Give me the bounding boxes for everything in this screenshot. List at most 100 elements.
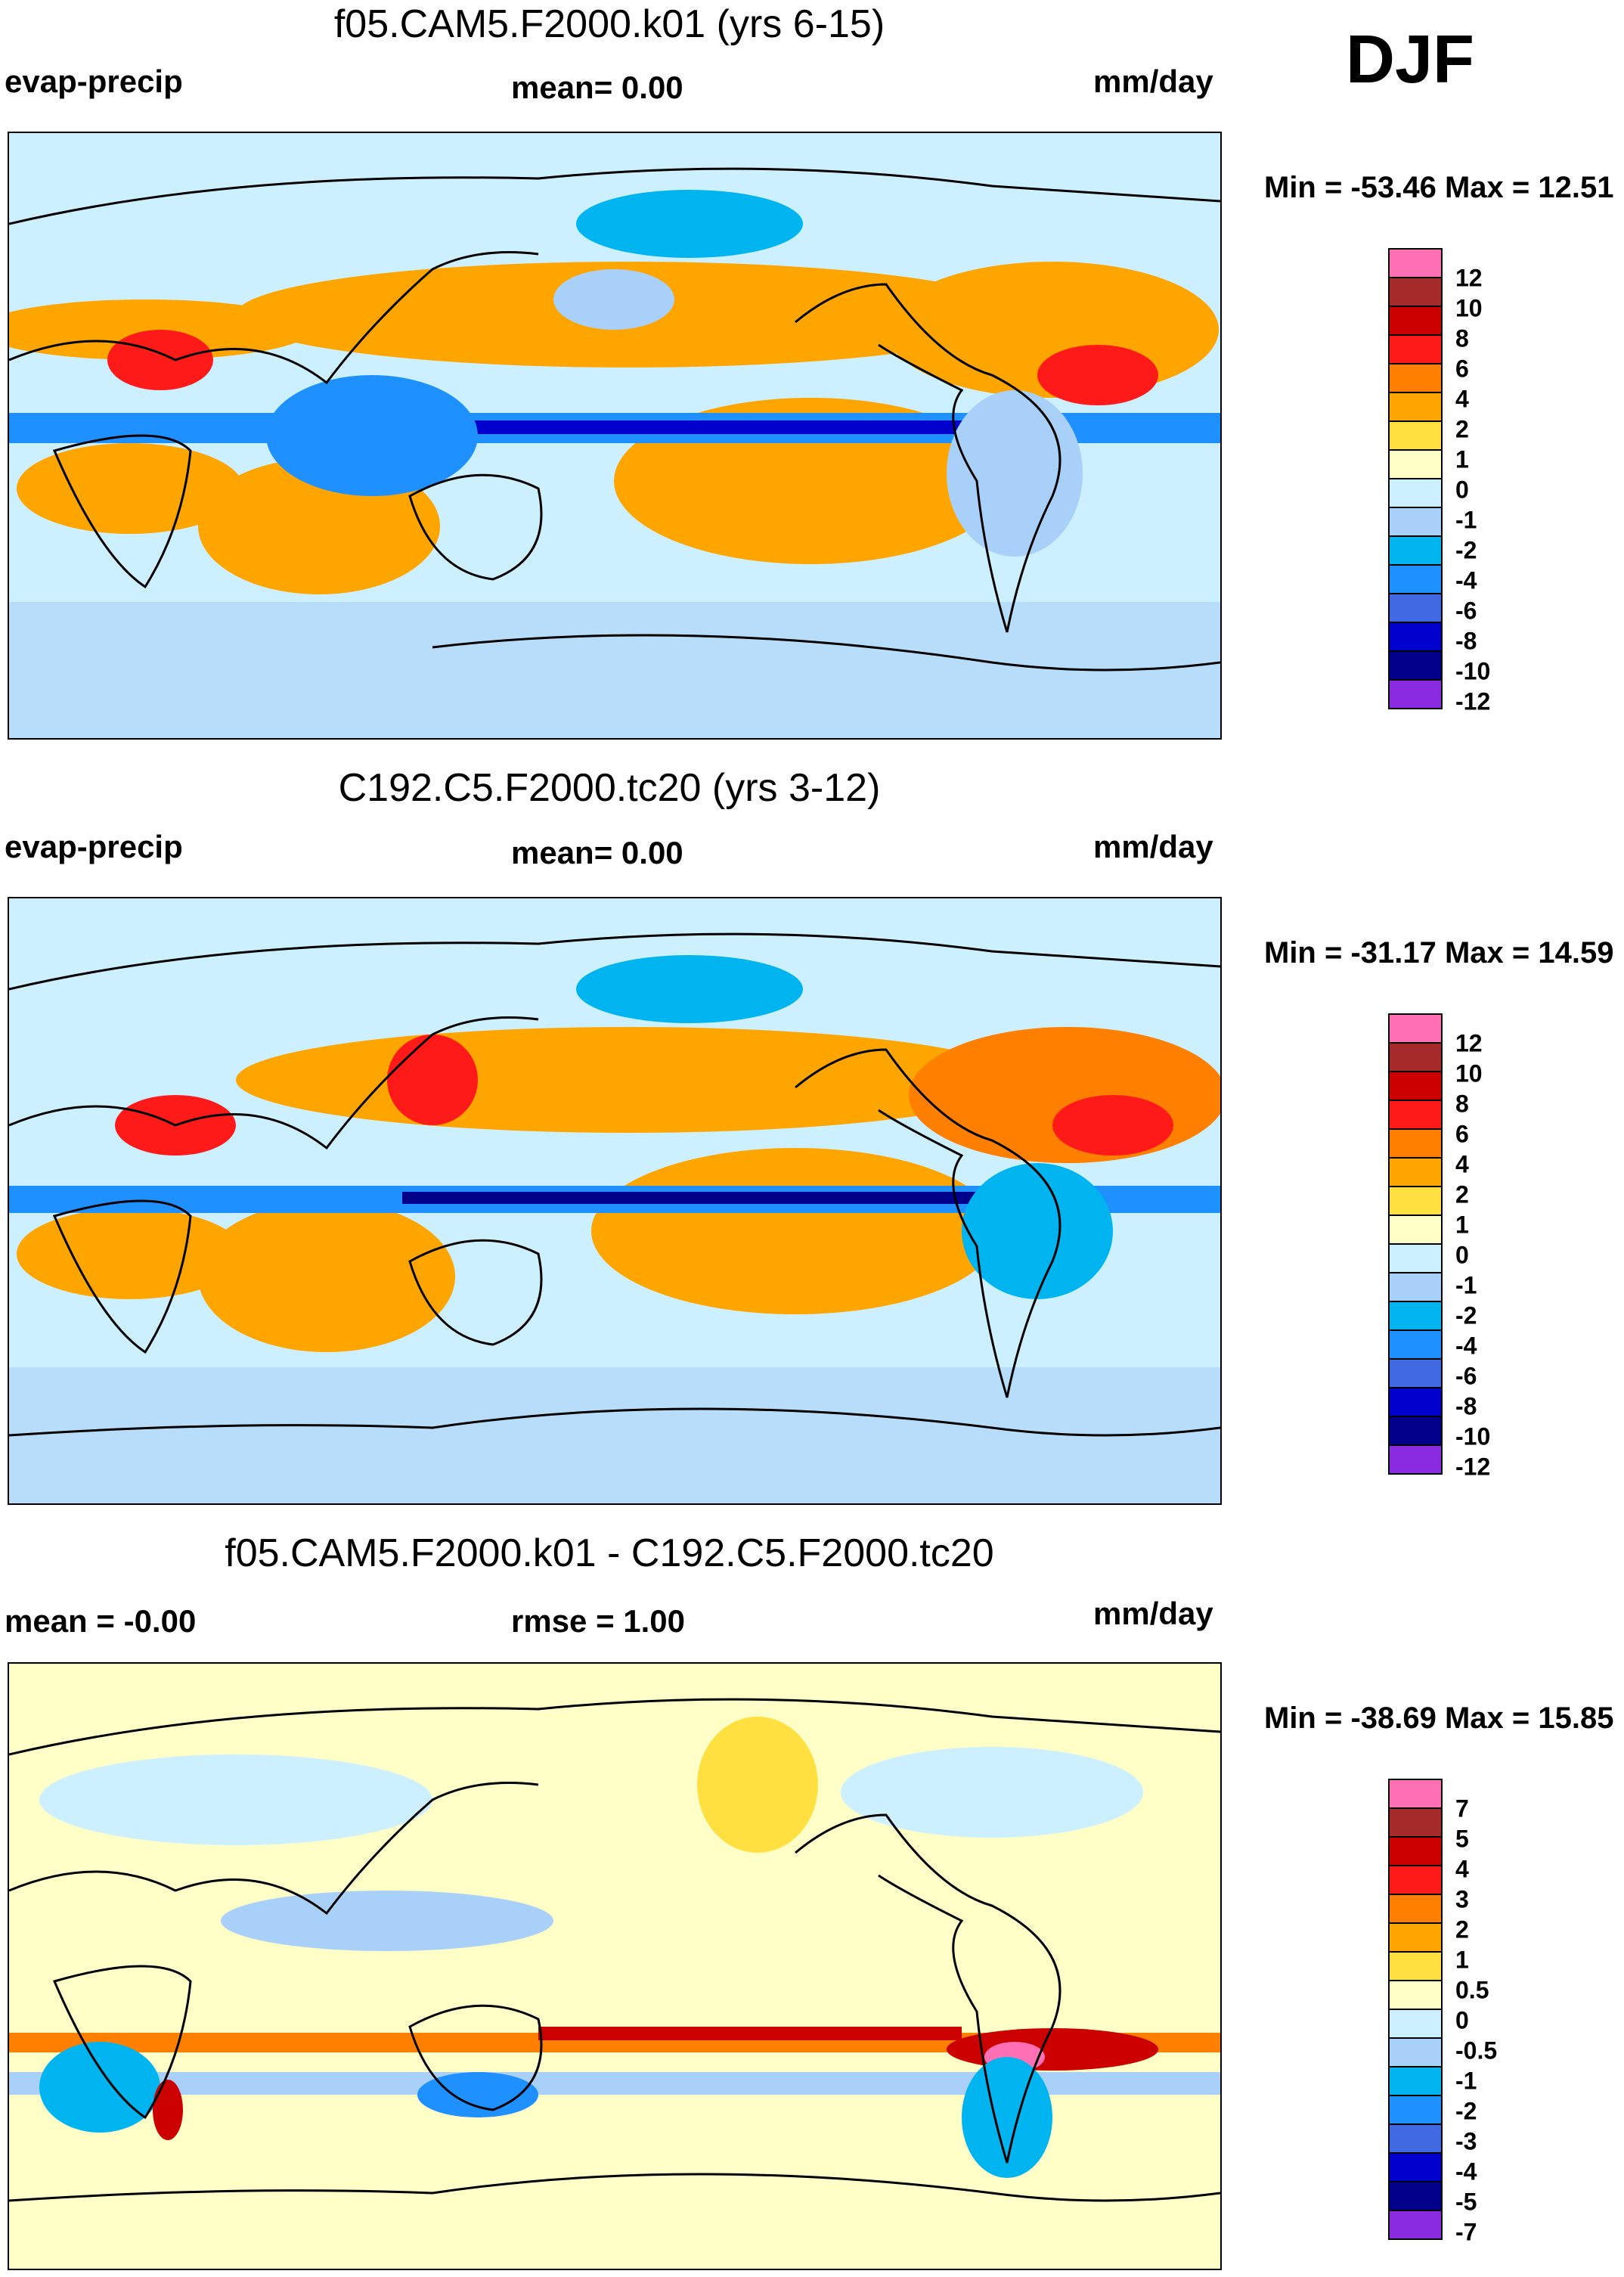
panel-2-colorbar-swatch: [1390, 1187, 1441, 1216]
panel-3-rmse-label: rmse = 1.00: [511, 1603, 686, 1639]
panel-3-colorbar-swatch: [1390, 1780, 1441, 1809]
panel-3-colorbar-swatch: [1390, 2096, 1441, 2125]
panel-3-map: [8, 1662, 1222, 2270]
panel-2-colorbar-swatch: [1390, 1159, 1441, 1187]
panel-1-colorbar-swatch: [1390, 537, 1441, 566]
panel-1-colorbar-tick: 12: [1455, 264, 1483, 292]
panel-1-colorbar-swatch: [1390, 365, 1441, 393]
panel-1-colorbar-tick: -2: [1455, 536, 1477, 564]
panel-1-colorbar-tick: -12: [1455, 687, 1491, 715]
panel-2-colorbar-swatch: [1390, 1360, 1441, 1388]
panel-3-minmax: Min = -38.69 Max = 15.85: [1264, 1702, 1614, 1735]
panel-1-colorbar-tick: -1: [1455, 506, 1477, 534]
panel-3-mean-label: mean = -0.00: [5, 1603, 197, 1639]
panel-1-colorbar-tick: -8: [1455, 627, 1477, 655]
panel-3-units-label: mm/day: [1093, 1596, 1213, 1631]
panel-1-colorbar-tick: -10: [1455, 657, 1491, 685]
panel-1-colorbar-swatch: [1390, 393, 1441, 422]
panel-3-colorbar-tick: -2: [1455, 2097, 1477, 2125]
panel-3-colorbar-swatch: [1390, 2039, 1441, 2068]
panel-3-colorbar-tick: 2: [1455, 1916, 1469, 1944]
panel-3-colorbar-swatch: [1390, 1953, 1441, 1981]
panel-3-colorbar-swatch: [1390, 1924, 1441, 1953]
panel-2-colorbar-tick: -4: [1455, 1332, 1477, 1360]
panel-2-colorbar-swatch: [1390, 1302, 1441, 1331]
panel-3-colorbar-tick: -0.5: [1455, 2037, 1498, 2065]
panel-3-colorbar-swatch: [1390, 2154, 1441, 2182]
panel-3-colorbar-tick: -7: [1455, 2218, 1477, 2246]
panel-2-colorbar-tick: -8: [1455, 1392, 1477, 1420]
panel-2-colorbar-tick: -10: [1455, 1422, 1491, 1450]
panel-2-colorbar-tick: 0: [1455, 1241, 1469, 1269]
panel-2-colorbar-tick: -12: [1455, 1453, 1491, 1481]
panel-1-colorbar-swatch: [1390, 479, 1441, 508]
panel-2-mean-label: mean= 0.00: [511, 835, 683, 870]
panel-2-colorbar-tick: 1: [1455, 1211, 1469, 1239]
panel-1-colorbar: [1388, 248, 1443, 709]
panel-2-title: C192.C5.F2000.tc20 (yrs 3-12): [338, 766, 881, 810]
panel-1-colorbar-tick: 0: [1455, 476, 1469, 504]
panel-2-colorbar-swatch: [1390, 1072, 1441, 1101]
season-label: DJF: [1346, 22, 1475, 98]
panel-1-colorbar-tick: -4: [1455, 566, 1477, 594]
panel-1-minmax: Min = -53.46 Max = 12.51: [1264, 171, 1614, 204]
panel-1-colorbar-tick: 6: [1455, 355, 1469, 383]
panel-1-colorbar-swatch: [1390, 594, 1441, 623]
panel-3-map-graphic: [9, 1664, 1220, 2269]
panel-1-mean-label: mean= 0.00: [511, 70, 683, 105]
panel-3-colorbar-tick: 4: [1455, 1855, 1469, 1883]
panel-1-colorbar-swatch: [1390, 508, 1441, 537]
panel-3-colorbar-swatch: [1390, 2211, 1441, 2240]
panel-1-colorbar-swatch: [1390, 336, 1441, 365]
panel-3-colorbar-swatch: [1390, 1809, 1441, 1838]
panel-2-map: [8, 897, 1222, 1505]
panel-1-colorbar-tick: 2: [1455, 415, 1469, 443]
panel-2-colorbar-swatch: [1390, 1417, 1441, 1446]
panel-3-colorbar-tick: 5: [1455, 1825, 1469, 1853]
panel-1-colorbar-swatch: [1390, 451, 1441, 479]
panel-2-colorbar-swatch: [1390, 1245, 1441, 1273]
panel-2-colorbar-tick: 8: [1455, 1090, 1469, 1118]
panel-2-colorbar-swatch: [1390, 1044, 1441, 1072]
panel-3-colorbar-tick: -3: [1455, 2127, 1477, 2155]
panel-2-colorbar-swatch: [1390, 1446, 1441, 1475]
panel-3-colorbar-tick: -4: [1455, 2158, 1477, 2185]
panel-1-colorbar-tick: 4: [1455, 385, 1469, 413]
panel-2-colorbar-tick: 6: [1455, 1120, 1469, 1148]
panel-2-colorbar-tick: -2: [1455, 1301, 1477, 1329]
panel-2-colorbar-tick: 2: [1455, 1180, 1469, 1208]
panel-2-colorbar-tick: -6: [1455, 1362, 1477, 1390]
panel-3-colorbar-tick: -5: [1455, 2188, 1477, 2216]
panel-2-colorbar-swatch: [1390, 1130, 1441, 1159]
panel-1-variable-label: evap-precip: [5, 64, 183, 99]
panel-1-colorbar-swatch: [1390, 566, 1441, 594]
panel-1-colorbar-tick: 1: [1455, 445, 1469, 473]
panel-2-colorbar-swatch: [1390, 1331, 1441, 1360]
panel-3-colorbar-tick: 7: [1455, 1795, 1469, 1823]
panel-1-colorbar-tick: 8: [1455, 324, 1469, 352]
panel-3-colorbar-swatch: [1390, 2182, 1441, 2211]
panel-1-colorbar-swatch: [1390, 422, 1441, 451]
panel-3-colorbar-tick: 0.5: [1455, 1976, 1489, 2004]
panel-3-colorbar-tick: 0: [1455, 2006, 1469, 2034]
panel-2-colorbar-swatch: [1390, 1216, 1441, 1245]
panel-2-colorbar-tick: 12: [1455, 1029, 1483, 1057]
panel-1-colorbar-swatch: [1390, 278, 1441, 307]
panel-3-colorbar: [1388, 1779, 1443, 2240]
panel-3-colorbar-swatch: [1390, 1866, 1441, 1895]
panel-3-colorbar-swatch: [1390, 1895, 1441, 1924]
panel-1-colorbar-tick: 10: [1455, 294, 1483, 322]
panel-2-colorbar-tick: -1: [1455, 1271, 1477, 1299]
panel-1-map: [8, 132, 1222, 740]
panel-3-title: f05.CAM5.F2000.k01 - C192.C5.F2000.tc20: [225, 1531, 994, 1575]
panel-1-title: f05.CAM5.F2000.k01 (yrs 6-15): [333, 2, 885, 46]
panel-1-units-label: mm/day: [1093, 64, 1213, 99]
panel-2-colorbar-tick: 4: [1455, 1150, 1469, 1178]
panel-2-variable-label: evap-precip: [5, 829, 183, 864]
panel-3-colorbar-swatch: [1390, 2010, 1441, 2039]
panel-2-colorbar-swatch: [1390, 1273, 1441, 1302]
panel-3-colorbar-swatch: [1390, 1981, 1441, 2010]
panel-3-colorbar-swatch: [1390, 2068, 1441, 2096]
panel-1-colorbar-swatch: [1390, 623, 1441, 652]
panel-1-colorbar-swatch: [1390, 307, 1441, 336]
